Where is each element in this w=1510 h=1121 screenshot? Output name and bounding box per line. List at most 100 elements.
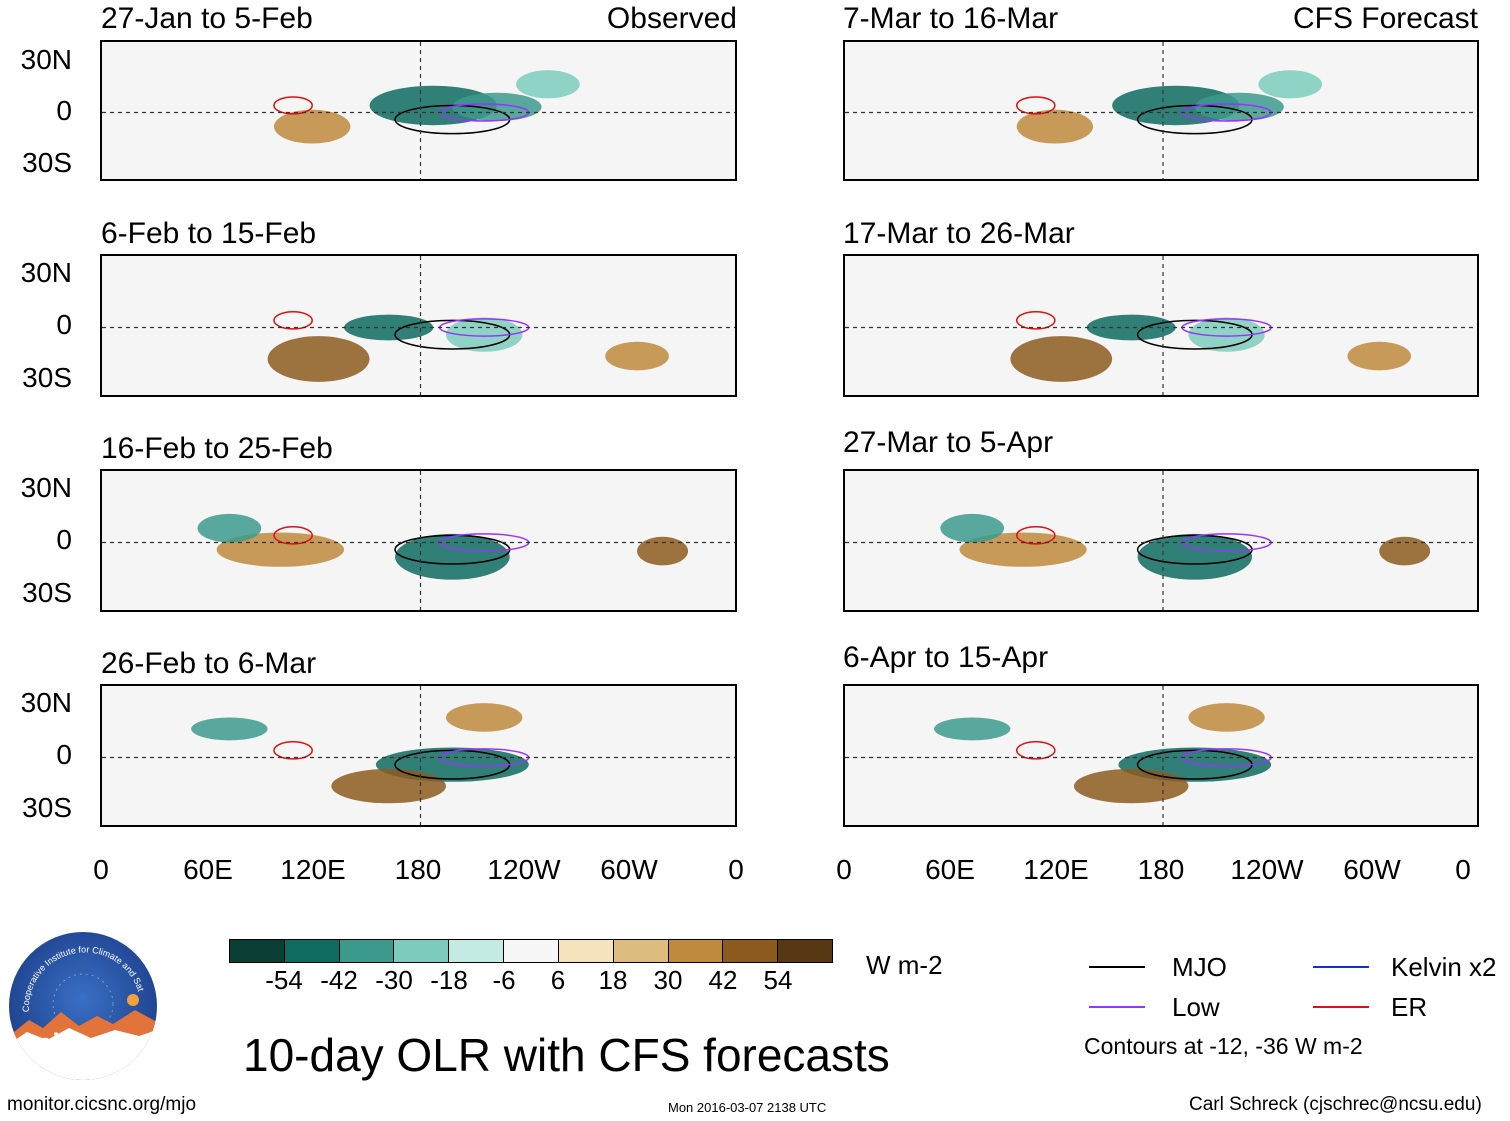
olr-anomaly-blob	[959, 532, 1087, 567]
er-contour	[273, 741, 313, 760]
colorbar-cell	[230, 940, 285, 962]
panel-title: 27-Jan to 5-Feb	[101, 2, 313, 35]
lon-label: 180	[1137, 854, 1185, 885]
olr-anomaly-blob	[1137, 533, 1253, 580]
lat-label-30s: 30S	[22, 147, 72, 178]
colorbar-tick: 42	[708, 965, 738, 995]
olr-anomaly-blob	[605, 341, 669, 371]
colorbar-tick: 30	[653, 965, 683, 995]
olr-anomaly-blob	[1188, 317, 1265, 352]
olr-map	[100, 684, 737, 827]
legend-kelvin-line	[1313, 966, 1369, 968]
lon-label: 60W	[1343, 854, 1401, 885]
colorbar-tick: 18	[598, 965, 628, 995]
olr-anomaly-blob	[1010, 336, 1113, 382]
panel-title: 16-Feb to 25-Feb	[101, 432, 333, 465]
lat-label-30s: 30S	[22, 792, 72, 823]
legend-contours-note: Contours at -12, -36 W m-2	[1084, 1033, 1363, 1059]
panel-source-label: Observed	[606, 2, 737, 35]
olr-map	[843, 469, 1479, 612]
panel-title: 26-Feb to 6-Mar	[101, 647, 317, 680]
colorbar-cell	[284, 940, 340, 962]
legend-kelvin-label: Kelvin x2	[1391, 952, 1497, 982]
colorbar-tick: -54	[265, 965, 303, 995]
colorbar-units: W m-2	[866, 950, 943, 980]
colorbar-cell	[778, 940, 832, 962]
lat-label-30n: 30N	[20, 472, 72, 503]
lon-label: 120W	[487, 854, 561, 885]
legend-mjo-label: MJO	[1172, 952, 1227, 982]
er-contour	[273, 311, 313, 330]
panel-title: 17-Mar to 26-Mar	[843, 217, 1075, 250]
olr-map	[843, 40, 1479, 181]
lon-label: 60W	[600, 854, 658, 885]
lat-label-30n: 30N	[20, 687, 72, 718]
olr-anomaly-blob	[934, 717, 1011, 741]
timestamp: Mon 2016-03-07 2138 UTC	[668, 1100, 827, 1115]
olr-anomaly-blob	[331, 768, 446, 804]
colorbar-tick: -30	[375, 965, 413, 995]
olr-anomaly-blob	[267, 336, 370, 382]
olr-anomaly-blob	[940, 513, 1004, 543]
logo-ring-text: Cooperative Institute for Climate and Sa…	[9, 932, 146, 1012]
colorbar-cell	[339, 940, 395, 962]
legend-er-line	[1313, 1006, 1369, 1008]
er-contour	[1015, 311, 1056, 330]
olr-anomaly-blob	[516, 70, 580, 99]
er-contour	[273, 526, 313, 545]
olr-map-graphic	[845, 42, 1477, 179]
colorbar-cell	[394, 940, 450, 962]
panel-title: 27-Mar to 5-Apr	[843, 426, 1054, 459]
olr-anomaly-blob	[395, 533, 510, 580]
lon-label: 0	[1455, 854, 1471, 885]
olr-anomaly-blob	[445, 703, 523, 732]
panel-source-label: CFS Forecast	[1292, 2, 1478, 35]
figure-title: 10-day OLR with CFS forecasts	[243, 1029, 890, 1081]
panel-title: 6-Feb to 15-Feb	[101, 217, 317, 250]
er-contour	[1015, 96, 1056, 115]
lat-label-0: 0	[56, 739, 72, 770]
er-contour	[1015, 741, 1056, 760]
lat-label-30n: 30N	[20, 44, 72, 75]
olr-anomaly-blob	[1194, 92, 1284, 121]
source-url: monitor.cicsnc.org/mjo	[7, 1094, 197, 1115]
olr-map-graphic	[102, 256, 735, 395]
colorbar-tick: -18	[430, 965, 468, 995]
logo-emblem-icon: Cooperative Institute for Climate and Sa…	[9, 932, 157, 1080]
logo-text: cics.nc	[37, 1028, 129, 1058]
er-contour	[1015, 526, 1056, 545]
lat-label-0: 0	[56, 95, 72, 126]
olr-anomaly-blob	[637, 536, 689, 566]
olr-anomaly-blob	[452, 92, 542, 121]
lon-label: 120E	[280, 854, 346, 885]
author-credit: Carl Schreck (cjschrec@ncsu.edu)	[1189, 1094, 1482, 1115]
colorbar-cell	[558, 940, 614, 962]
lon-label: 120E	[1023, 854, 1089, 885]
olr-map-graphic	[845, 471, 1477, 610]
olr-anomaly-blob	[344, 314, 434, 341]
olr-map	[843, 684, 1479, 827]
lon-label: 60E	[183, 854, 233, 885]
olr-map	[100, 40, 737, 181]
olr-anomaly-blob	[1016, 109, 1094, 144]
olr-anomaly-blob	[1086, 314, 1176, 341]
olr-anomaly-blob	[1347, 341, 1412, 371]
colorbar-cell	[613, 940, 669, 962]
olr-anomaly-blob	[1073, 768, 1189, 804]
legend-mjo-line	[1089, 966, 1145, 968]
olr-map-graphic	[845, 686, 1477, 825]
olr-anomaly-blob	[191, 717, 268, 741]
panel-title: 7-Mar to 16-Mar	[843, 2, 1059, 35]
colorbar-cell	[668, 940, 724, 962]
legend-low-line	[1089, 1006, 1145, 1008]
lon-label: 0	[93, 854, 109, 885]
olr-map-graphic	[102, 471, 735, 610]
olr-anomaly-blob	[216, 532, 345, 567]
er-contour	[273, 96, 313, 115]
panel-title: 6-Apr to 15-Apr	[843, 641, 1049, 674]
legend-er-label: ER	[1391, 992, 1428, 1022]
colorbar	[229, 939, 833, 963]
lon-label: 60E	[925, 854, 975, 885]
olr-map	[100, 254, 737, 397]
olr-anomaly-blob	[445, 317, 523, 352]
